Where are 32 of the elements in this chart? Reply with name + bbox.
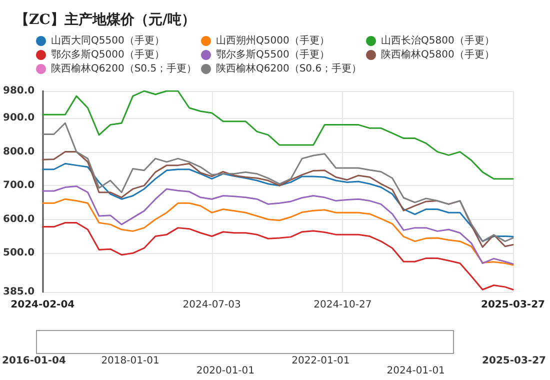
y-tick-label: 800.0	[2, 146, 35, 158]
line-series	[42, 151, 514, 248]
legend-label: 鄂尔多斯Q5500（手更）	[216, 48, 330, 60]
x-tick-label: 2024-10-27	[314, 300, 372, 310]
text: 2020-01-01	[196, 366, 255, 376]
y-tick-label: 385.0	[2, 286, 35, 298]
y-tick-label: 600.0	[2, 214, 35, 225]
line-series	[42, 122, 514, 242]
legend-label: 山西朔州Q5000（手更）	[216, 34, 330, 46]
text: 2024-01-01	[386, 366, 445, 376]
legend-label: 鄂尔多斯Q5000（手更）	[51, 48, 164, 60]
legend-label: 山西长治Q5800（手更）	[381, 34, 494, 46]
y-tick-label: 900.0	[2, 112, 35, 124]
legend-label: 陕西榆林Q6200（S0.5；手更）	[51, 62, 197, 74]
line-series	[42, 198, 514, 266]
line-series	[42, 186, 514, 265]
text: 2016-01-04	[2, 356, 66, 366]
x-tick-label: 2024-07-03	[182, 300, 241, 310]
text: 2018-01-01	[101, 356, 160, 366]
legend-label: 陕西榆林Q5800（手更）	[381, 48, 494, 60]
y-tick-label: 700.0	[2, 180, 35, 192]
line-series	[42, 162, 514, 242]
y-tick-label: 980.0	[2, 86, 35, 96]
line-series	[42, 222, 514, 290]
legend-label: 陕西榆林Q6200（S0.6；手更）	[216, 62, 362, 74]
chart-title: 【ZC】主产地煤价（元/吨）	[15, 11, 196, 28]
legend-label: 山西大同Q5500（手更）	[51, 34, 164, 46]
y-tick-label: 500.0	[2, 248, 35, 259]
x-tick-label: 2024-02-04	[10, 300, 75, 310]
text: 2025-03-27	[482, 356, 546, 366]
x-tick-label: 2025-03-27	[481, 300, 546, 310]
text: 2022-01-01	[292, 356, 350, 366]
